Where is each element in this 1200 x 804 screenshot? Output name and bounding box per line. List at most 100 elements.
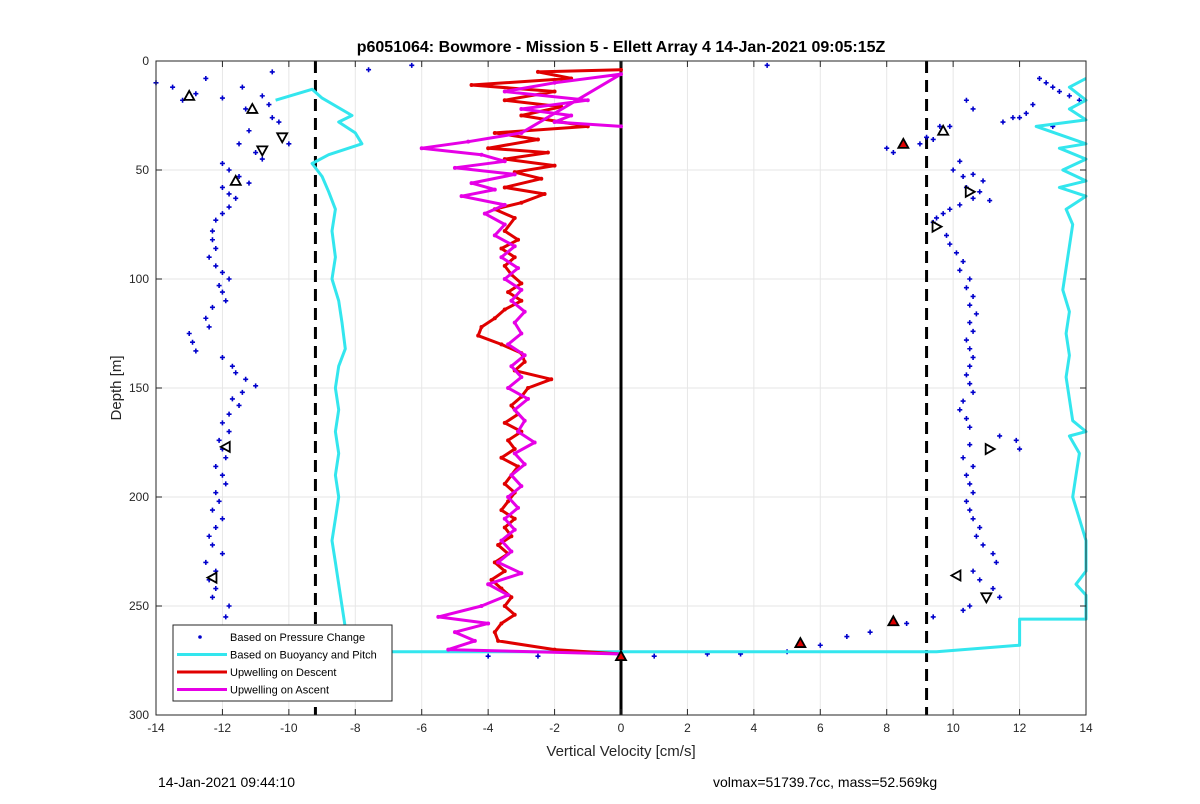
pressure-change-point [967,363,973,369]
pressure-change-point [219,95,225,101]
pressure-change-point [223,455,229,461]
series-vertex [522,309,527,314]
pressure-change-point [967,507,973,513]
pressure-change-point [219,211,225,217]
series-vertex [499,255,504,260]
pressure-change-point [259,156,265,162]
series-vertex [506,386,511,390]
pressure-change-point [206,533,212,539]
series-vertex [499,621,504,626]
series-vertex [492,233,497,238]
pressure-change-point [844,634,850,640]
pressure-change-point [253,150,259,156]
series-vertex [492,187,497,192]
pressure-change-point [485,653,491,659]
pressure-change-point [216,283,222,289]
series-vertex [506,290,511,295]
pressure-change-point [917,141,923,147]
series-vertex [509,595,514,600]
pressure-change-point [960,455,966,461]
pressure-change-point [950,167,956,173]
series-vertex [519,130,524,135]
legend-swatch [198,635,202,639]
pressure-change-point [1066,93,1072,99]
series-vertex [526,396,530,401]
pressure-change-point [957,158,963,164]
pressure-change-point [409,62,415,68]
legend-label: Based on Pressure Change [230,632,365,644]
pressure-change-point [947,241,953,247]
pressure-change-point [1010,115,1016,121]
pressure-change-point [884,145,890,151]
pressure-change-point [226,204,232,210]
pressure-change-point [219,516,225,522]
pressure-change-point [924,134,930,140]
series-vertex [502,481,507,486]
series-vertex [516,237,521,242]
pressure-change-point [276,119,282,125]
series-vertex [499,246,504,251]
series-vertex [585,98,590,103]
series-vertex [512,612,517,617]
pressure-change-point [1037,75,1042,81]
pressure-change-point [963,472,969,478]
pressure-change-point [967,346,973,352]
series-vertex [496,638,501,643]
marker-group [182,89,997,662]
series-vertex [539,176,544,181]
pressure-change-point [1000,119,1006,125]
triangle-marker [896,136,910,149]
series-vertex [512,320,517,325]
x-tick-label: 6 [817,721,824,735]
pressure-change-point [213,263,219,269]
pressure-change-point [970,106,976,112]
pressure-change-point [259,93,265,99]
series-vertex [506,499,511,504]
series-vertex [502,185,507,190]
pressure-change-point [967,424,973,430]
pressure-change-point [987,198,993,204]
pressure-change-point [236,174,242,180]
pressure-change-point [997,594,1003,600]
series-upwelling-on-ascent [419,72,623,656]
series-vertex [519,287,524,292]
y-tick-label: 250 [129,599,149,613]
series-vertex [512,451,517,456]
pressure-change-point [960,607,966,613]
triangle-marker [614,649,628,662]
pressure-change-point [944,232,949,238]
pressure-change-point [970,354,976,360]
x-tick-label: -12 [214,721,232,735]
series-vertex [492,130,497,135]
series-vertex [512,447,517,452]
series-vertex [492,560,497,565]
series-vertex [502,307,507,312]
x-tick-label: -2 [549,721,560,735]
series-vertex [492,316,497,321]
series-vertex [459,194,464,199]
series-vertex [509,473,514,478]
triangle-marker [275,132,289,145]
series-vertex [512,516,517,521]
pressure-change-point [206,324,212,330]
reference-lines [313,61,929,715]
pressure-change-point [963,498,969,504]
pressure-change-point [223,481,229,487]
series-vertex [552,80,557,85]
chart-title: p6051064: Bowmore - Mission 5 - Ellett A… [357,39,886,56]
series-vertex [519,106,524,111]
series-vertex [619,124,623,129]
y-tick-label: 100 [129,272,149,286]
series-vertex [502,159,507,164]
series-vertex [545,150,550,155]
legend: Based on Pressure Change Based on Buoyanc… [172,624,393,702]
pressure-change-point [213,586,219,592]
pressure-change-point [970,195,976,201]
triangle-marker [931,220,944,234]
x-tick-label: 8 [883,721,890,735]
pressure-change-point [219,160,225,166]
pressure-change-point [963,285,969,291]
triangle-marker [229,174,243,186]
series-vertex [502,98,507,103]
